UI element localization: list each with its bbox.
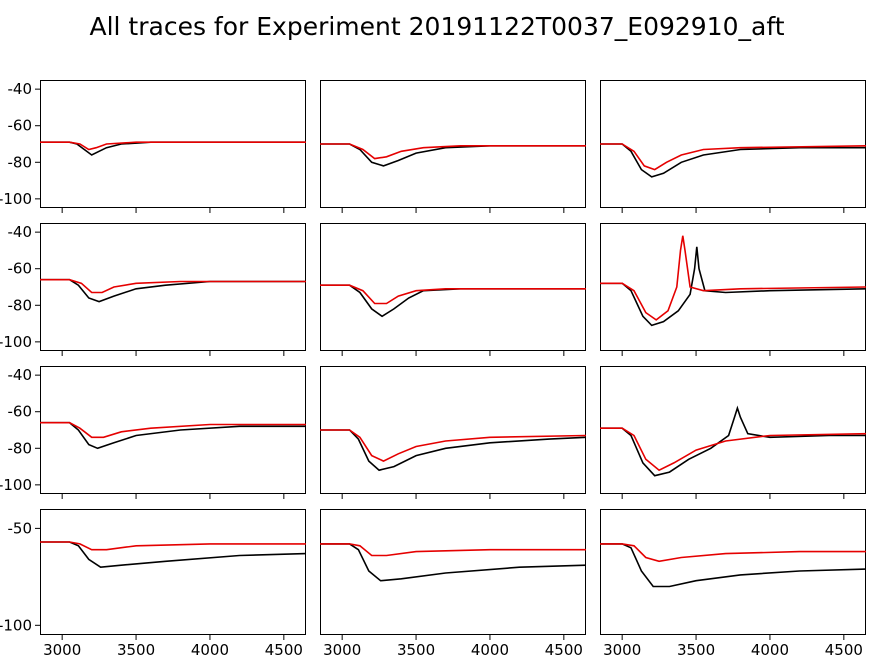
ytick-label: -50 (8, 519, 33, 537)
xtick-label: 3000 (323, 641, 361, 656)
ytick-label: -60 (8, 403, 33, 421)
trace-red (320, 285, 586, 303)
page-title: All traces for Experiment 20191122T0037_… (0, 12, 874, 41)
subplot-panel (320, 366, 586, 494)
xtick-label: 4500 (825, 641, 863, 656)
xtick-label: 3000 (603, 641, 641, 656)
trace-red (600, 428, 866, 470)
subplot-panel (320, 223, 586, 351)
subplot-panel (600, 223, 866, 351)
trace-red (320, 144, 586, 159)
xtick-label: 4500 (265, 641, 303, 656)
trace-black (40, 542, 306, 567)
xtick-label: 4000 (751, 641, 789, 656)
xtick-label: 4000 (471, 641, 509, 656)
xtick-label: 3000 (43, 641, 81, 656)
ytick-label: -40 (8, 223, 33, 241)
subplot-panel: 3000350040004500 (600, 509, 866, 635)
subplot-row: -100-80-60-40 (40, 366, 874, 494)
xtick-label: 4500 (545, 641, 583, 656)
trace-red (600, 544, 866, 561)
trace-red (600, 236, 866, 320)
xtick-label: 4000 (191, 641, 229, 656)
trace-red (40, 423, 306, 438)
subplot-panel: -100-80-60-40 (40, 80, 306, 208)
subplot-panel (320, 80, 586, 208)
ytick-label: -100 (0, 476, 32, 494)
subplot-row: -100-80-60-40 (40, 80, 874, 208)
ytick-label: -80 (8, 296, 33, 314)
subplot-panel: 3000350040004500 (320, 509, 586, 635)
xtick-label: 3500 (397, 641, 435, 656)
ytick-label: -100 (0, 616, 32, 634)
ytick-label: -80 (8, 439, 33, 457)
trace-black (600, 544, 866, 587)
subplot-panel (600, 80, 866, 208)
ytick-label: -100 (0, 333, 32, 351)
subplot-panel: -100-80-60-40 (40, 223, 306, 351)
xtick-label: 3500 (117, 641, 155, 656)
subplot-panel: -100-503000350040004500 (40, 509, 306, 635)
ytick-label: -100 (0, 190, 32, 208)
ytick-label: -60 (8, 117, 33, 135)
subplot-row: -100-80-60-40 (40, 223, 874, 351)
trace-red (320, 430, 586, 461)
subplot-grid: -100-80-60-40 -100-80-60-40 -100-80-60-40 -… (40, 80, 874, 656)
ytick-label: -80 (8, 153, 33, 171)
trace-black (320, 144, 586, 166)
trace-black (600, 408, 866, 476)
ytick-label: -40 (8, 366, 33, 384)
subplot-panel: -100-80-60-40 (40, 366, 306, 494)
subplot-row: -100-50300035004000450030003500400045003… (40, 509, 874, 635)
ytick-label: -40 (8, 80, 33, 98)
ytick-label: -60 (8, 260, 33, 278)
subplot-panel (600, 366, 866, 494)
xtick-label: 3500 (677, 641, 715, 656)
trace-black (600, 247, 866, 326)
